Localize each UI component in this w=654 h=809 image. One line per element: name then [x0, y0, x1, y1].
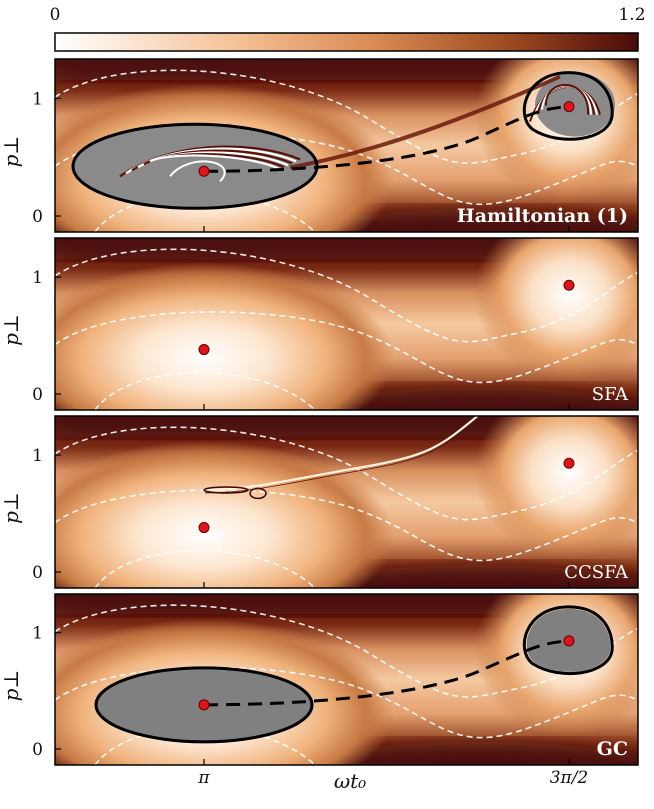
y-axis-label: p⊥ [0, 492, 23, 524]
panel-2-heatmap [55, 238, 638, 410]
x-axis-label: ωt₀ [334, 769, 366, 793]
saddle-point-left [198, 344, 210, 356]
contour-outer [55, 426, 638, 521]
y-axis-label: p⊥ [0, 670, 23, 702]
heatmap-bottom-band [302, 565, 638, 588]
gray-region-right-outline [522, 605, 614, 676]
panel-3: 0 1 p⊥ CCSFA [0, 415, 639, 589]
y-tick-label-0: 0 [32, 385, 43, 405]
panel-frame [54, 58, 639, 233]
chaos-stripe [149, 154, 281, 171]
contour-middle [55, 666, 638, 739]
y-tick-label-0: 0 [32, 563, 43, 583]
y-tick-label-1: 1 [32, 268, 43, 288]
ccsfa-streak-dark [204, 416, 481, 494]
trajectory-dashed [203, 105, 570, 173]
contour-outer [55, 604, 638, 698]
contour-outer [55, 69, 638, 164]
panel-frame [54, 415, 639, 589]
contour-inner [94, 549, 316, 588]
panel-4: 0 1 p⊥ GC [0, 593, 639, 766]
colorbar-min-label: 0 [50, 5, 61, 25]
panel-4-heatmap [55, 594, 638, 765]
ccsfa-loop [203, 486, 249, 494]
saddle-point-right [563, 279, 575, 291]
contour-outer [55, 248, 638, 343]
colorbar-max-label: 1.2 [618, 5, 645, 25]
panel-3-heatmap [55, 416, 638, 588]
y-tick-label-0: 0 [32, 740, 43, 760]
chaos-stripe-right [544, 83, 590, 115]
glow-right [474, 416, 638, 560]
saddle-point-left [198, 165, 210, 177]
panel-label: CCSFA [564, 562, 629, 583]
heatmap-bottom-band [302, 387, 638, 410]
panel-frame [54, 593, 639, 766]
contour-middle [55, 489, 638, 562]
glow-right [474, 238, 638, 382]
y-tick-label-0: 0 [32, 207, 43, 227]
glow-left [55, 262, 394, 410]
heatmap-bottom-band [302, 209, 638, 232]
chaos-swirl [169, 160, 226, 183]
y-axis-label: p⊥ [0, 314, 23, 346]
y-tick-label-1: 1 [32, 624, 43, 644]
panel-label: GC [597, 738, 628, 760]
panel-2: 0 1 p⊥ SFA [0, 237, 639, 411]
chaos-tail [289, 74, 561, 170]
contour-middle [55, 311, 638, 384]
y-tick-label-1: 1 [32, 446, 43, 466]
colorbar: 0 1.2 [50, 5, 646, 52]
saddle-point-right [563, 101, 575, 113]
panels: 0 1 p⊥ Hamiltonian (1) 0 1 p⊥ SFA 0 1 p⊥ CCSFA 0 1 p⊥ G… [0, 58, 639, 766]
y-axis-label: p⊥ [0, 136, 23, 168]
saddle-point-left [198, 699, 210, 711]
contour-inner [94, 371, 316, 410]
colorbar-gradient [54, 32, 639, 52]
gray-region-right-outline [522, 71, 614, 141]
x-tick-pi: π [197, 768, 210, 788]
gray-region-left-outline [94, 666, 314, 744]
saddle-point-right [563, 457, 575, 469]
x-tick-3pi-2: 3π/2 [550, 768, 589, 788]
heatmap-bottom-band [302, 742, 638, 765]
x-axis: π 3π/2 ωt₀ [197, 768, 588, 793]
y-tick-label-1: 1 [32, 89, 43, 109]
saddle-point-right [563, 635, 575, 647]
trajectory-dashed [203, 639, 570, 707]
ccsfa-loop-2 [249, 487, 267, 500]
panel-label: SFA [592, 384, 629, 405]
gray-region-left [73, 124, 317, 209]
panel-label: Hamiltonian (1) [457, 205, 628, 227]
saddle-point-left [198, 522, 210, 534]
panel-1: 0 1 p⊥ Hamiltonian (1) [0, 58, 639, 233]
panel-1-heatmap [55, 59, 638, 232]
panel-frame [54, 237, 639, 411]
